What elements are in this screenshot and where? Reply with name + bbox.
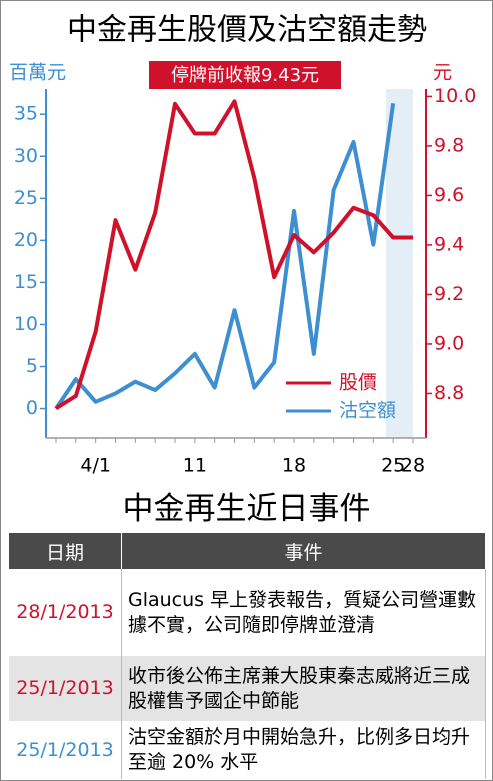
legend-label: 股價 xyxy=(339,372,377,394)
event-cell: Glaucus 早上發表報告，質疑公司營運數據不實，公司隨即停牌並澄清 xyxy=(121,569,486,656)
series-line xyxy=(54,103,396,410)
event-cell: 沽空金額於月中開始急升，比例多日均升至逾 20% 水平 xyxy=(121,721,486,779)
header-cell: 事件 xyxy=(121,533,486,569)
y-tick-label: 35 xyxy=(14,103,38,125)
y2-tick-label: 9.0 xyxy=(434,332,464,354)
chart: 中金再生股價及沽空額走勢 百萬元 元 停牌前收報9.43元 0 5 10 15 20 25… xyxy=(9,13,476,477)
y2-axis-label: 元 xyxy=(433,62,452,84)
series-line xyxy=(54,99,413,410)
y-axis-label: 百萬元 xyxy=(9,62,66,84)
annotation: 停牌前收報9.43元 xyxy=(171,65,319,86)
chart-title: 中金再生股價及沽空額走勢 xyxy=(67,13,427,48)
x-tick-label: 11 xyxy=(183,455,207,477)
x-tick-label: 18 xyxy=(282,455,306,477)
y2-tick-label: 9.2 xyxy=(434,283,464,305)
date-cell: 25/1/2013 xyxy=(9,721,122,779)
header-cell: 日期 xyxy=(9,533,122,569)
y-tick-label: 0 xyxy=(26,397,38,419)
y-tick-label: 5 xyxy=(26,355,38,377)
y-tick-label: 15 xyxy=(14,271,38,293)
y2-tick-label: 8.8 xyxy=(434,382,464,404)
y2-tick-label: 9.6 xyxy=(434,184,464,206)
y2-tick-label: 9.8 xyxy=(434,134,464,156)
date-cell: 28/1/2013 xyxy=(9,569,122,656)
y-tick-label: 20 xyxy=(14,229,38,251)
x-tick-label: 28 xyxy=(401,455,425,477)
y2-tick-label: 10.0 xyxy=(434,85,476,107)
x-tick-label: 25 xyxy=(381,455,405,477)
legend-label: 沽空額 xyxy=(339,400,396,422)
date-cell: 25/1/2013 xyxy=(9,656,122,721)
y-tick-label: 30 xyxy=(14,145,38,167)
y2-tick-label: 9.4 xyxy=(434,233,464,255)
halt-shade xyxy=(386,89,413,438)
annotation-box xyxy=(149,61,341,89)
x-tick-label: 4/1 xyxy=(80,455,111,477)
y-tick-label: 25 xyxy=(14,187,38,209)
y-tick-label: 10 xyxy=(14,313,38,335)
event-cell: 收市後公佈主席兼大股東秦志威將近三成股權售予國企中節能 xyxy=(121,656,486,721)
events-table: 日期 事件 28/1/2013 Glaucus 早上發表報告，質疑公司營運數據不實，… xyxy=(9,533,486,779)
events-title: 中金再生近日事件 xyxy=(122,491,371,527)
